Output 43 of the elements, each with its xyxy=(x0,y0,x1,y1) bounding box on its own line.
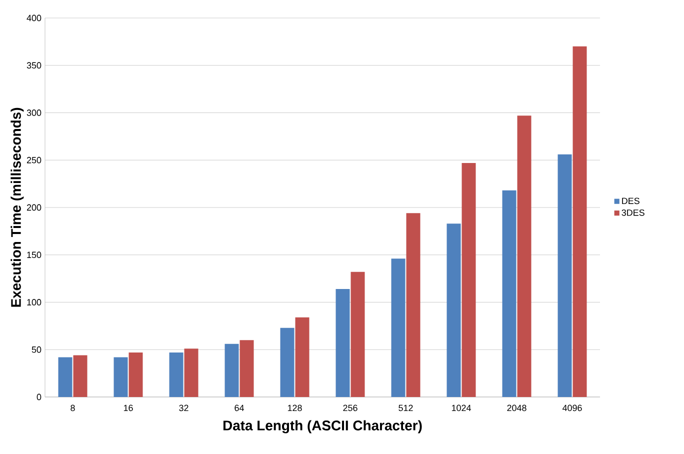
x-tick-label: 32 xyxy=(179,404,188,412)
x-tick-label: 256 xyxy=(343,404,358,412)
x-tick-label: 128 xyxy=(288,404,302,412)
bar xyxy=(169,352,184,397)
x-tick-label: 8 xyxy=(70,404,75,412)
bar xyxy=(295,317,310,397)
bar xyxy=(558,154,572,397)
y-tick-label: 0 xyxy=(36,394,42,400)
bar xyxy=(462,162,476,397)
x-tick-label: 16 xyxy=(124,404,133,412)
y-tick-label: 400 xyxy=(26,14,42,22)
bar xyxy=(280,328,294,397)
x-axis-title: Data Length (ASCII Character) xyxy=(223,420,422,434)
legend-label: DES xyxy=(622,198,640,204)
x-tick-label: 2048 xyxy=(507,404,526,412)
bar xyxy=(406,213,420,397)
bar xyxy=(517,116,532,397)
bar xyxy=(73,355,88,397)
bar xyxy=(572,46,587,397)
bar xyxy=(350,272,365,397)
bar xyxy=(391,258,406,397)
bar xyxy=(336,288,350,397)
y-tick-label: 50 xyxy=(32,346,42,353)
y-tick-label: 300 xyxy=(26,110,42,116)
y-tick-label: 100 xyxy=(27,299,42,306)
x-tick-label: 64 xyxy=(234,404,244,412)
y-axis-title: Execution Time (milliseconds) xyxy=(10,108,24,307)
bar xyxy=(224,344,239,397)
x-tick-label: 512 xyxy=(398,404,413,412)
bar xyxy=(184,348,198,397)
y-tick-label: 200 xyxy=(26,204,42,211)
y-tick-label: 150 xyxy=(27,252,42,258)
legend-label: 3DES xyxy=(622,209,644,216)
bar xyxy=(502,190,516,397)
bar xyxy=(446,224,461,397)
y-tick-label: 250 xyxy=(26,156,42,164)
x-tick-label: 4096 xyxy=(562,404,582,412)
bar xyxy=(128,352,143,397)
bar xyxy=(58,357,72,397)
bar xyxy=(114,357,128,397)
bar xyxy=(240,340,254,397)
y-tick-label: 350 xyxy=(26,62,42,69)
x-tick-label: 1024 xyxy=(452,404,471,412)
